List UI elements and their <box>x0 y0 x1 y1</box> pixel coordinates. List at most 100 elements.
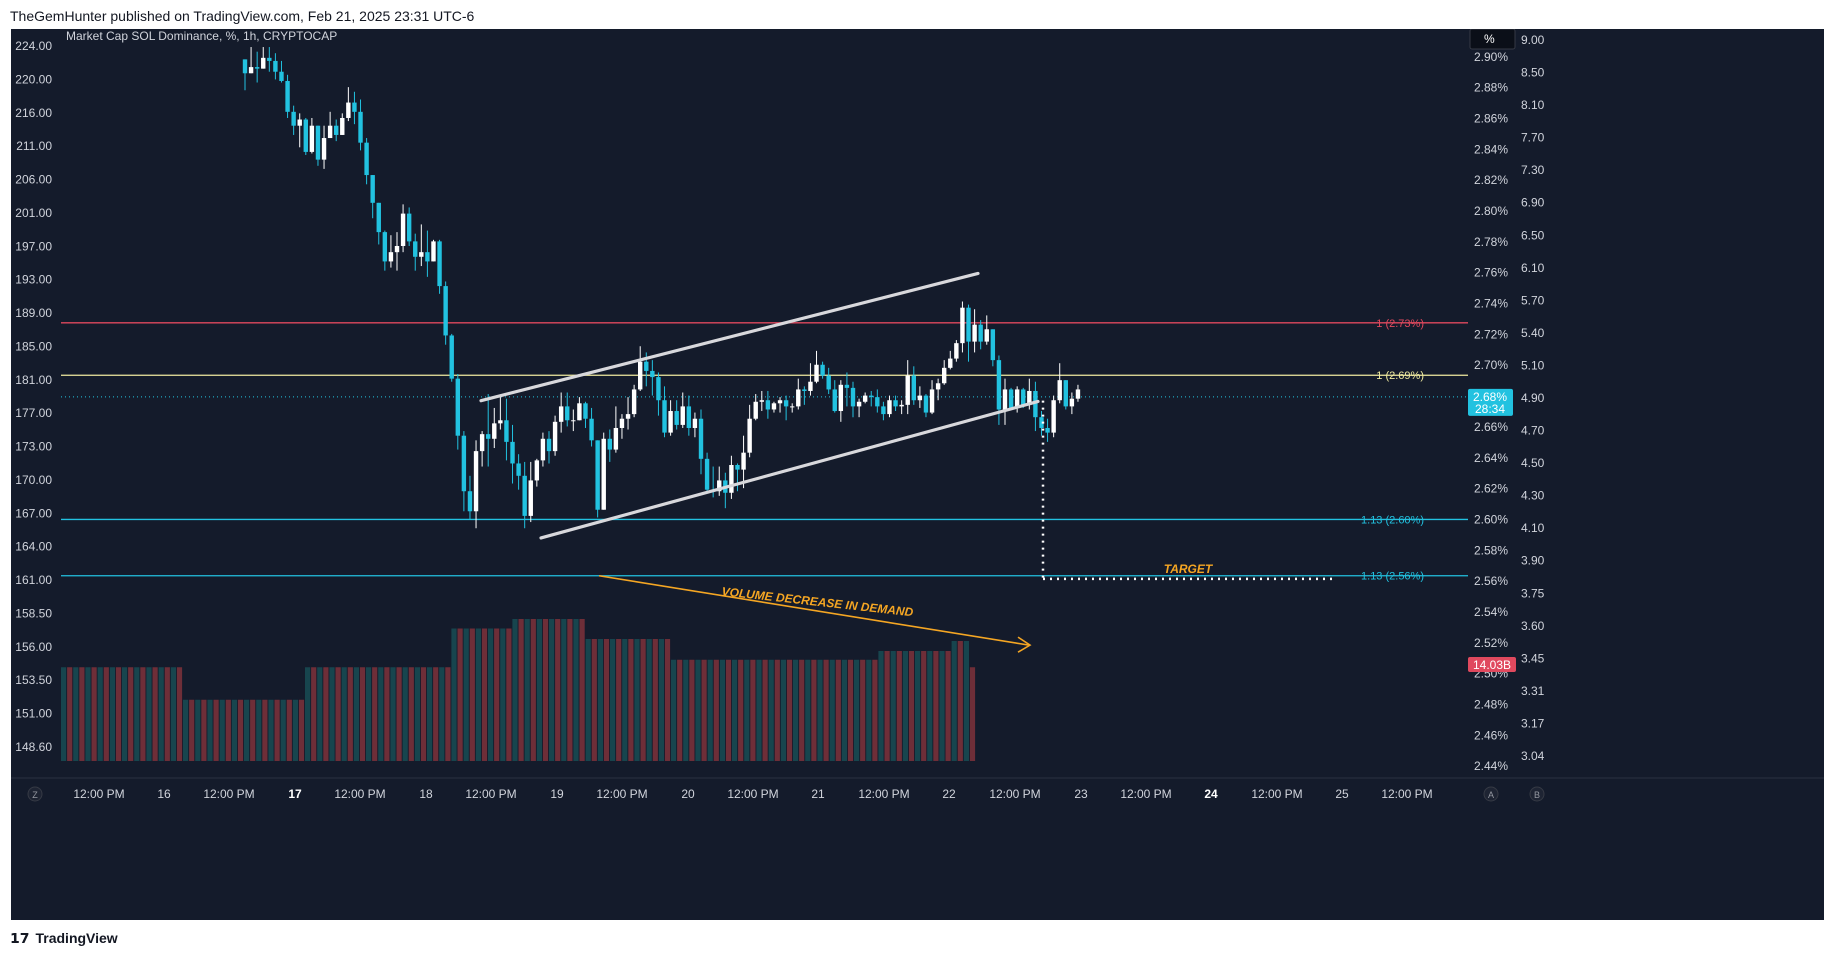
candle-body <box>443 286 448 336</box>
volume-bar <box>683 659 689 761</box>
time-axis-tick: 19 <box>550 787 564 801</box>
candle-body <box>540 438 546 461</box>
volume-bar <box>750 659 756 761</box>
candle-body <box>783 400 789 407</box>
volume-bar <box>701 659 707 761</box>
volume-bar <box>445 667 451 761</box>
volume-badge-value: 14.03B <box>1473 658 1511 672</box>
volume-bar <box>347 667 353 761</box>
right-axis-tick: 7.70 <box>1521 131 1545 145</box>
candle-body <box>571 420 576 422</box>
volume-bar <box>768 659 774 761</box>
volume-bar <box>353 667 359 761</box>
volume-decrease-label: VOLUME DECREASE IN DEMAND <box>721 584 914 619</box>
candle-body <box>978 324 983 342</box>
candle-body <box>1008 389 1014 408</box>
left-axis-tick: 164.00 <box>15 540 52 554</box>
candle-body <box>753 401 758 419</box>
volume-bar <box>719 659 725 761</box>
candle-body <box>662 400 667 433</box>
volume-bar <box>292 699 298 761</box>
price-badge <box>1468 388 1513 416</box>
candle-body <box>370 175 375 203</box>
volume-bar <box>67 667 73 761</box>
volume-bar <box>189 699 195 761</box>
volume-bar <box>280 699 286 761</box>
candle-body <box>680 406 685 425</box>
price-chart[interactable]: 1 (2.73%) 1 (2.69%) 1.13 (2.60%) 1.13 (2.56… <box>11 29 1824 920</box>
volume-badge <box>1468 657 1516 672</box>
volume-bar <box>707 659 713 761</box>
time-axis-tick: 17 <box>288 787 302 801</box>
left-axis-tick: 197.00 <box>15 239 52 253</box>
candle-body <box>1021 389 1026 405</box>
candle-body <box>802 389 807 391</box>
volume-bar <box>219 699 225 761</box>
volume-bar <box>841 659 847 761</box>
time-axis-tick: 12:00 PM <box>1120 787 1171 801</box>
candle-body <box>577 403 582 421</box>
right-axis-tick: 8.50 <box>1521 66 1545 80</box>
left-axis-tick: 170.00 <box>15 473 52 487</box>
candle-body <box>935 383 941 390</box>
volume-bar <box>225 699 231 761</box>
percent-axis-tick: 2.56% <box>1474 574 1508 588</box>
candle-body <box>479 434 485 452</box>
volume-bar <box>951 641 957 761</box>
right-axis-tick: 6.50 <box>1521 228 1545 242</box>
percent-axis-tick: 2.86% <box>1474 111 1508 125</box>
candle-body <box>881 406 886 415</box>
volume-bar <box>622 639 628 761</box>
time-axis-tick: 24 <box>1204 787 1218 801</box>
candle-body <box>972 324 977 342</box>
left-axis-tick: 153.50 <box>15 673 52 687</box>
candle-body <box>376 202 381 233</box>
time-axis-tick: 12:00 PM <box>334 787 385 801</box>
percent-axis-tick: 2.54% <box>1474 605 1508 619</box>
candle-body <box>431 241 436 262</box>
candle-body <box>352 102 357 112</box>
volume-bar <box>61 667 67 761</box>
volume-bar <box>549 619 555 761</box>
volume-bar <box>658 639 664 761</box>
percent-axis-tick: 2.64% <box>1474 451 1508 465</box>
volume-bar <box>140 667 146 761</box>
candle-body <box>303 119 308 152</box>
left-axis-tick: 211.00 <box>16 139 52 153</box>
volume-bar <box>805 659 811 761</box>
right-axis-tick: 4.30 <box>1521 489 1545 503</box>
level-label: 1.13 (2.56%) <box>1361 571 1424 583</box>
candle-body <box>1063 380 1068 407</box>
tradingview-logo[interactable]: 𝟭𝟳 TradingView <box>10 930 118 947</box>
left-axis-tick: 224.00 <box>15 39 52 53</box>
right-axis-tick: 4.90 <box>1521 391 1545 405</box>
candle-body <box>261 57 266 69</box>
volume-bar <box>896 651 902 761</box>
volume-bar <box>427 667 433 761</box>
candle-body <box>589 418 594 441</box>
volume-bar <box>372 667 378 761</box>
volume-bar <box>585 639 591 761</box>
percent-axis-tick: 2.70% <box>1474 358 1508 372</box>
time-axis-tick: 22 <box>942 787 956 801</box>
volume-bar <box>780 659 786 761</box>
right-axis-tick: 4.70 <box>1521 424 1545 438</box>
candles <box>242 47 1081 529</box>
volume-bar <box>170 667 176 761</box>
volume-bar <box>652 639 658 761</box>
volume-bar <box>250 699 256 761</box>
volume-bar <box>872 659 878 761</box>
volume-bar <box>878 651 884 761</box>
volume-bar <box>811 659 817 761</box>
right-axis-tick: 5.10 <box>1521 358 1545 372</box>
publish-info: TheGemHunter published on TradingView.co… <box>10 8 475 24</box>
candle-body <box>346 102 351 118</box>
volume-bar <box>231 699 237 761</box>
volume-bar <box>725 659 732 761</box>
time-axis-tick: 25 <box>1335 787 1349 801</box>
candle-body <box>388 252 394 262</box>
chart-panel[interactable]: 1 (2.73%) 1 (2.69%) 1.13 (2.60%) 1.13 (2.56… <box>11 29 1824 920</box>
candle-body <box>820 364 825 376</box>
volume-bar <box>91 667 97 761</box>
volume-bar <box>847 659 854 761</box>
